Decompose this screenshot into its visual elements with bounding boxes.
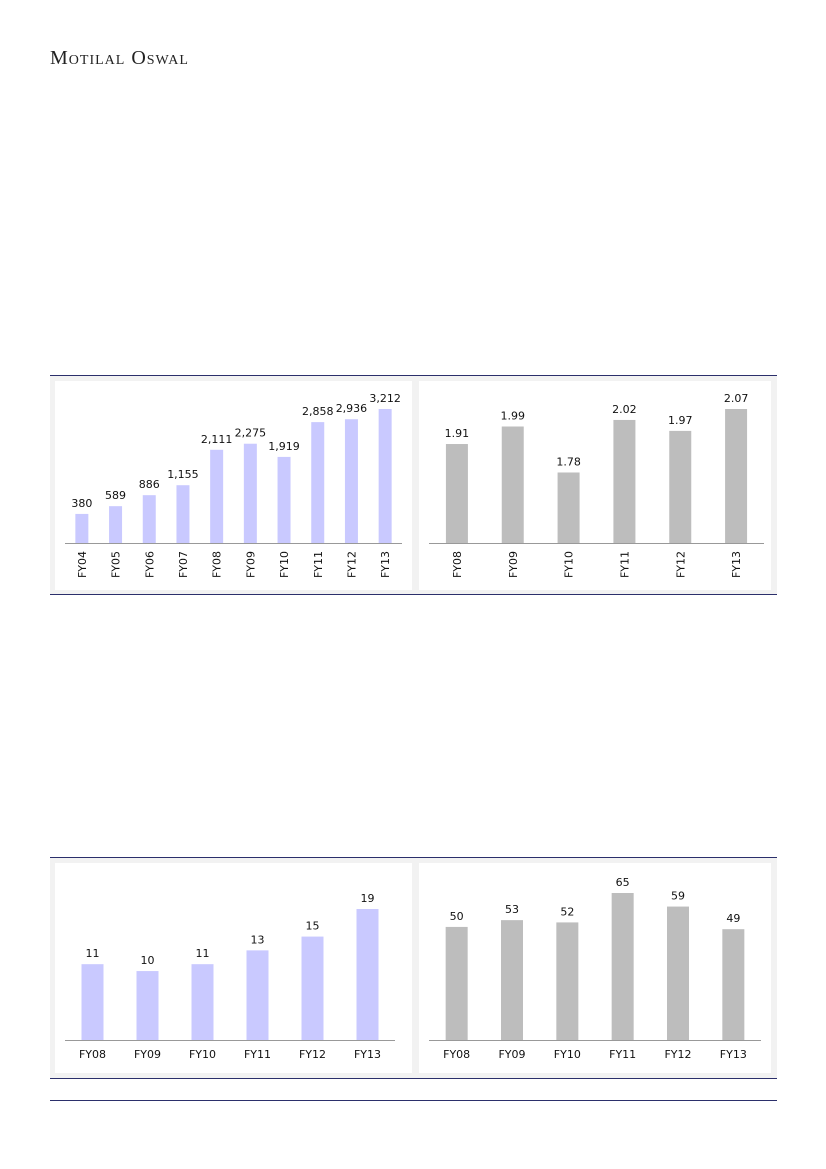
data-label-fy13: 2.07 [724, 392, 749, 405]
data-label-fy12: 15 [306, 920, 320, 933]
tick-label-fy12: FY12 [299, 1048, 326, 1061]
tick-label-fy07: FY07 [177, 551, 190, 578]
divider-top-1 [50, 375, 777, 376]
bar-fy11 [246, 950, 269, 1040]
tick-label-fy10: FY10 [563, 551, 576, 578]
tick-label-fy10: FY10 [278, 551, 291, 578]
bar-fy10 [556, 922, 579, 1040]
chart-3-svg: 11 FY08 10 FY09 11 FY10 13 FY11 15 FY12 19 FY13 [65, 892, 395, 1061]
data-label-fy08: 2,111 [201, 433, 233, 446]
data-label-fy12: 59 [671, 890, 685, 903]
bar-fy12 [669, 430, 692, 543]
bar-fy10 [277, 456, 291, 543]
tick-label-fy05: FY05 [110, 551, 123, 578]
tick-label-fy11: FY11 [312, 551, 325, 578]
tick-label-fy08: FY08 [79, 1048, 106, 1061]
bar-fy11 [613, 419, 636, 543]
bar-fy10 [191, 964, 214, 1040]
data-label-fy11: 65 [616, 876, 630, 889]
tick-label-fy12: FY12 [674, 551, 687, 578]
tick-label-fy08: FY08 [443, 1048, 470, 1061]
data-label-fy10: 11 [196, 947, 210, 960]
tick-label-fy09: FY09 [244, 551, 257, 578]
data-label-fy09: 2,275 [235, 427, 267, 440]
bar-fy13 [725, 409, 748, 543]
tick-label-fy11: FY11 [609, 1048, 636, 1061]
data-label-fy06: 886 [139, 478, 160, 491]
divider-bottom-2 [50, 1078, 777, 1079]
divider-bottom-1 [50, 594, 777, 595]
chart-4: 50 FY08 53 FY09 52 FY10 65 FY11 59 FY12 49 FY13 [419, 863, 771, 1073]
bar-fy08 [210, 449, 224, 543]
data-label-fy09: 53 [505, 903, 519, 916]
tick-label-fy11: FY11 [618, 551, 631, 578]
bar-fy13 [378, 409, 392, 543]
bar-fy05 [109, 506, 123, 543]
data-label-fy13: 3,212 [369, 392, 401, 405]
tick-label-fy12: FY12 [345, 551, 358, 578]
tick-label-fy13: FY13 [720, 1048, 747, 1061]
bar-fy12 [344, 419, 358, 543]
tick-label-fy13: FY13 [379, 551, 392, 578]
data-label-fy08: 1.91 [445, 427, 470, 440]
bar-fy09 [501, 920, 523, 1040]
data-label-fy11: 2.02 [612, 403, 637, 416]
chart-3: 11 FY08 10 FY09 11 FY10 13 FY11 15 FY12 19 FY13 [55, 863, 412, 1073]
bar-fy08 [81, 964, 104, 1040]
bar-fy09 [501, 426, 524, 543]
chart-4-svg: 50 FY08 53 FY09 52 FY10 65 FY11 59 FY12 49 FY13 [429, 876, 761, 1061]
brand-logo: Motilal Oswal [50, 47, 189, 69]
data-label-fy08: 11 [86, 947, 100, 960]
bar-fy04 [75, 513, 89, 543]
chart-2-svg: 1.91 FY08 1.99 FY09 1.78 FY10 2.02 FY11 1.97 FY12… [429, 392, 764, 578]
tick-label-fy04: FY04 [76, 551, 89, 578]
data-label-fy08: 50 [450, 910, 464, 923]
tick-label-fy09: FY09 [498, 1048, 525, 1061]
data-label-fy09: 10 [141, 954, 155, 967]
data-label-fy11: 13 [251, 933, 265, 946]
divider-top-2 [50, 857, 777, 858]
chart-1: 380 FY04 589 FY05 886 FY06 1,155 FY07 2,111 FY08 2… [55, 381, 412, 590]
data-label-fy10: 1,919 [268, 440, 300, 453]
tick-label-fy09: FY09 [507, 551, 520, 578]
data-label-fy07: 1,155 [167, 468, 199, 481]
data-label-fy05: 589 [105, 489, 126, 502]
bar-fy06 [142, 495, 156, 543]
data-label-fy11: 2,858 [302, 405, 334, 418]
bar-fy13 [722, 929, 745, 1040]
bar-fy11 [311, 422, 325, 543]
bar-fy10 [557, 472, 580, 543]
tick-label-fy13: FY13 [354, 1048, 381, 1061]
tick-label-fy08: FY08 [211, 551, 224, 578]
data-label-fy10: 1.78 [556, 455, 581, 468]
bar-fy12 [301, 936, 324, 1040]
divider-footer [50, 1100, 777, 1101]
data-label-fy04: 380 [71, 497, 92, 510]
tick-label-fy12: FY12 [664, 1048, 691, 1061]
data-label-fy12: 2,936 [336, 402, 368, 415]
data-label-fy09: 1.99 [501, 410, 526, 423]
data-label-fy13: 49 [726, 912, 740, 925]
tick-label-fy10: FY10 [189, 1048, 216, 1061]
bar-fy09 [136, 971, 159, 1040]
data-label-fy13: 19 [361, 892, 375, 905]
tick-label-fy10: FY10 [554, 1048, 581, 1061]
data-label-fy12: 1.97 [668, 414, 693, 427]
tick-label-fy08: FY08 [451, 551, 464, 578]
bar-fy08 [445, 926, 468, 1040]
data-label-fy10: 52 [560, 905, 574, 918]
bar-fy08 [445, 444, 468, 543]
tick-label-fy11: FY11 [244, 1048, 271, 1061]
chart-2: 1.91 FY08 1.99 FY09 1.78 FY10 2.02 FY11 1.97 FY12… [419, 381, 771, 590]
bar-fy11 [611, 893, 634, 1040]
bar-fy07 [176, 485, 190, 543]
chart-1-svg: 380 FY04 589 FY05 886 FY06 1,155 FY07 2,111 FY08 2… [65, 392, 402, 578]
tick-label-fy09: FY09 [134, 1048, 161, 1061]
bar-fy12 [667, 906, 689, 1040]
bar-fy09 [243, 443, 257, 543]
tick-label-fy06: FY06 [143, 551, 156, 578]
tick-label-fy13: FY13 [730, 551, 743, 578]
bar-fy13 [356, 909, 379, 1040]
